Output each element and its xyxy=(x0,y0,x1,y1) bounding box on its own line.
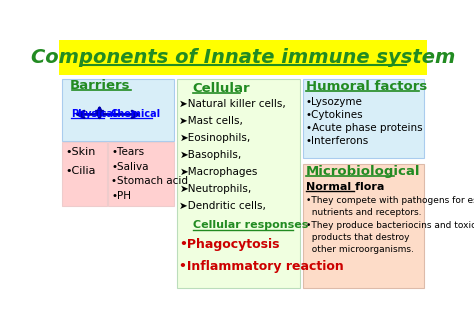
Text: •PH: •PH xyxy=(111,191,131,201)
Text: ➤Eosinophils,: ➤Eosinophils, xyxy=(179,133,251,143)
Text: Barriers: Barriers xyxy=(69,79,130,92)
Text: products that destroy: products that destroy xyxy=(306,233,409,242)
Text: ➤Basophils,: ➤Basophils, xyxy=(179,150,242,160)
Text: ➤Natural killer cells,: ➤Natural killer cells, xyxy=(179,99,286,110)
Text: ➤Mast cells,: ➤Mast cells, xyxy=(179,116,243,126)
FancyBboxPatch shape xyxy=(63,79,174,141)
Text: ➤Macrophages: ➤Macrophages xyxy=(179,167,258,177)
Text: •Interferons: •Interferons xyxy=(306,136,369,146)
Text: •Skin: •Skin xyxy=(65,147,96,157)
Text: •Phagocytosis: •Phagocytosis xyxy=(179,238,280,251)
FancyBboxPatch shape xyxy=(59,40,427,75)
Text: •Cilia: •Cilia xyxy=(65,166,96,176)
Text: Chemical: Chemical xyxy=(110,110,161,119)
Text: Physical: Physical xyxy=(71,110,117,119)
Text: ➤Dendritic cells,: ➤Dendritic cells, xyxy=(179,201,266,211)
FancyBboxPatch shape xyxy=(177,79,300,288)
FancyBboxPatch shape xyxy=(108,142,174,206)
Text: nutrients and receptors.: nutrients and receptors. xyxy=(306,209,421,217)
Text: Cellular: Cellular xyxy=(192,82,250,95)
Text: Cellular responses: Cellular responses xyxy=(192,220,308,230)
Text: Humoral factors: Humoral factors xyxy=(306,80,427,93)
Text: •Cytokines: •Cytokines xyxy=(306,110,364,120)
FancyBboxPatch shape xyxy=(302,164,423,288)
Text: •They produce bacteriocins and toxic: •They produce bacteriocins and toxic xyxy=(306,221,474,230)
Text: •Tears: •Tears xyxy=(111,147,144,157)
FancyBboxPatch shape xyxy=(63,142,107,206)
Text: Normal flora: Normal flora xyxy=(306,182,384,192)
Text: Microbiological: Microbiological xyxy=(306,165,420,178)
Text: •Lysozyme: •Lysozyme xyxy=(306,97,363,107)
Text: •Stomach acid: •Stomach acid xyxy=(111,176,188,186)
Text: other microorganisms.: other microorganisms. xyxy=(306,245,414,255)
Text: •Inflammatory reaction: •Inflammatory reaction xyxy=(179,260,344,273)
Text: •They compete with pathogens for essential: •They compete with pathogens for essenti… xyxy=(306,196,474,205)
Text: •Saliva: •Saliva xyxy=(111,162,149,172)
Text: ➤Neutrophils,: ➤Neutrophils, xyxy=(179,184,252,194)
Text: Components of Innate immune system: Components of Innate immune system xyxy=(31,48,455,67)
Text: •Acute phase proteins: •Acute phase proteins xyxy=(306,123,422,133)
FancyBboxPatch shape xyxy=(302,79,423,158)
